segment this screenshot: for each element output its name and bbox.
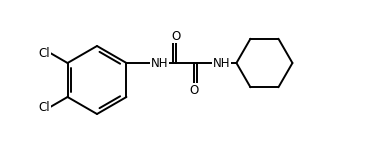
Text: NH: NH bbox=[213, 56, 230, 69]
Text: O: O bbox=[190, 84, 199, 97]
Text: Cl: Cl bbox=[38, 47, 50, 60]
Text: O: O bbox=[172, 30, 181, 43]
Text: Cl: Cl bbox=[38, 101, 50, 114]
Text: NH: NH bbox=[151, 56, 168, 69]
